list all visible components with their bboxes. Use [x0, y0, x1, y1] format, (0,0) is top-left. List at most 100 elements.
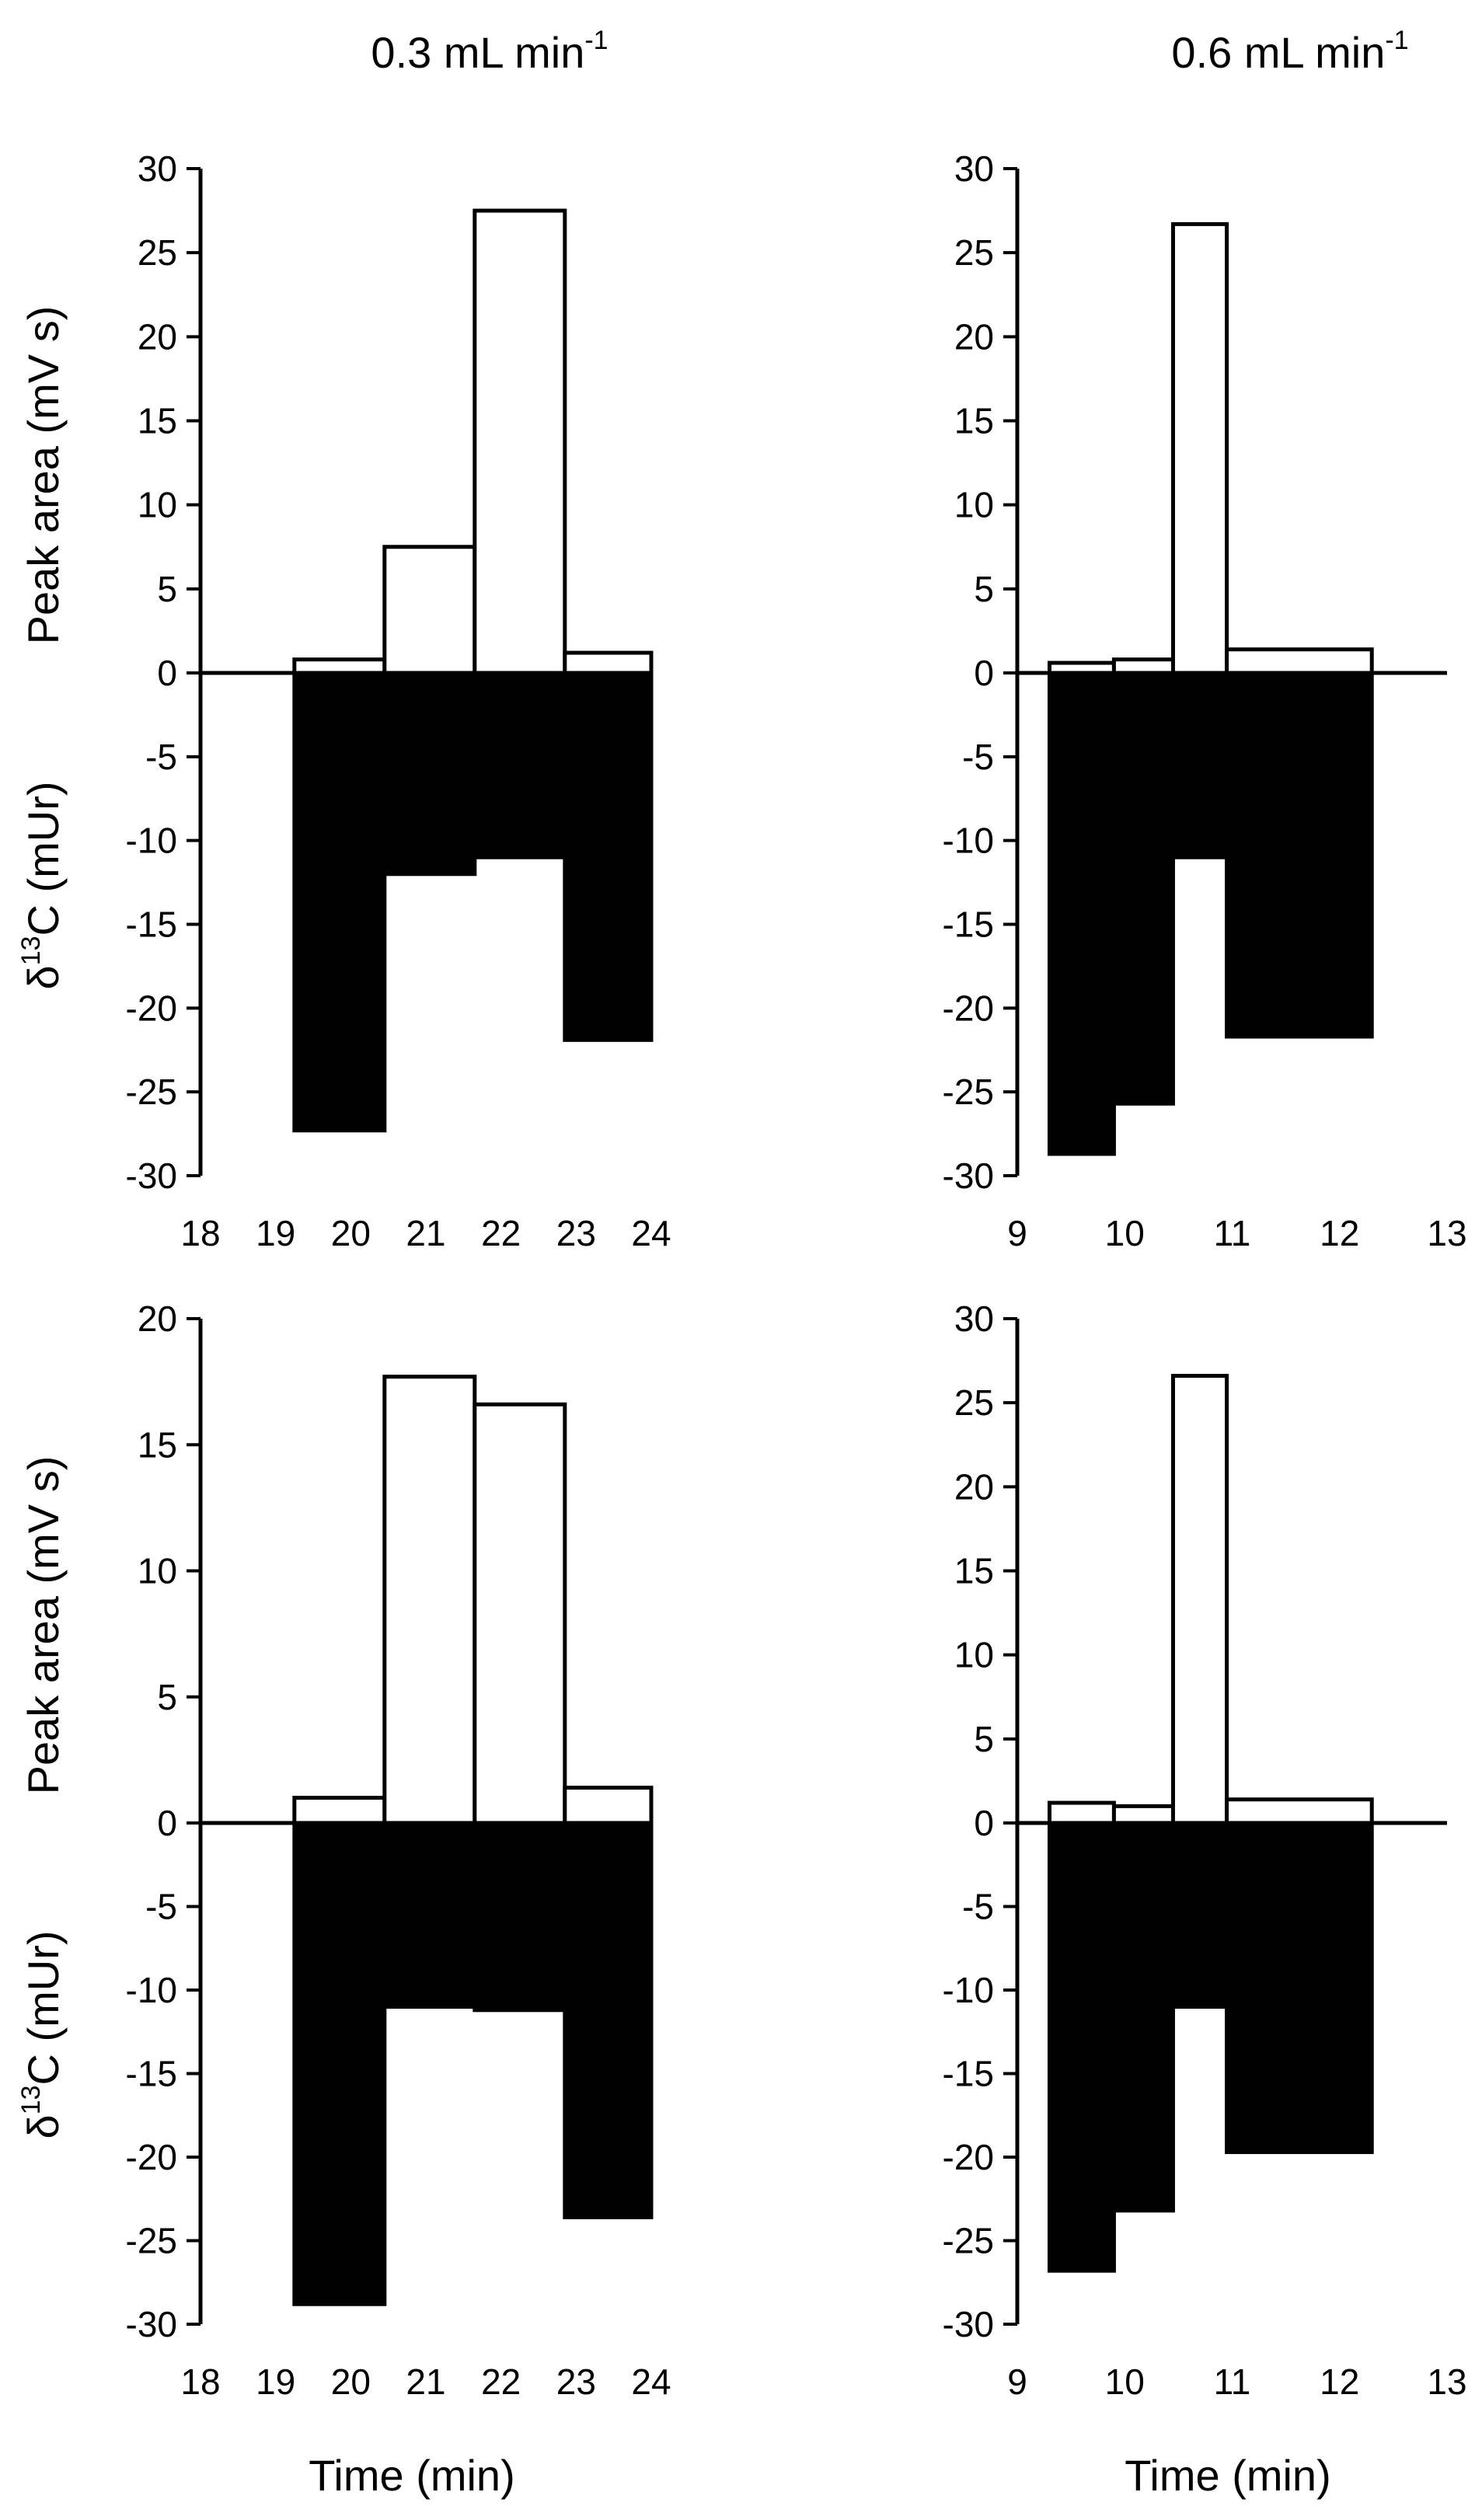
delta13c-bar	[563, 671, 654, 1042]
x-tick-label: 19	[256, 2361, 295, 2402]
column-title-right-sup: -1	[1385, 26, 1408, 55]
isotope-superscript: 13	[16, 2086, 46, 2115]
peak-area-bar	[292, 657, 387, 675]
x-tick-label: 13	[1427, 2361, 1466, 2402]
peak-area-bar	[1170, 221, 1229, 675]
y-tick-label: -20	[126, 2137, 177, 2177]
y-tick-label: 10	[954, 1635, 994, 1675]
y-tick-label: -10	[943, 821, 994, 861]
x-tick-label: 20	[331, 2361, 371, 2402]
y-tick-label: -15	[943, 904, 994, 945]
y-tick-label: 5	[157, 569, 177, 609]
y-tick-label: 0	[157, 653, 177, 693]
y-tick-label: 15	[954, 1551, 994, 1591]
x-tick-label: 10	[1105, 1213, 1145, 1253]
y-tick-label: 15	[138, 1424, 177, 1465]
y-tick-label: -10	[126, 1970, 177, 2010]
delta13c-bar	[382, 671, 477, 877]
peak-area-bar	[382, 1375, 477, 1825]
y-tick-label: -30	[943, 2304, 994, 2344]
column-title-left-text: 0.3 mL min	[371, 28, 584, 77]
y-tick-label: -10	[126, 821, 177, 861]
x-tick-label: 18	[180, 2361, 220, 2402]
x-tick-label: 9	[1007, 1213, 1027, 1253]
y-tick-label: 25	[138, 232, 177, 273]
chart-panel-4: 30 25 20 15 10 5 0 -5 -10 -15 -20 -25 -30 9 10 11 12 13	[943, 1298, 1467, 2402]
y-tick-label: 25	[954, 232, 994, 273]
x-tick-label: 11	[1214, 1213, 1251, 1253]
y-tick-label: 10	[954, 485, 994, 525]
y-tick-label: 15	[954, 401, 994, 441]
y-tick-label: 20	[138, 316, 177, 357]
chart-panel-2: 30 25 20 15 10 5 0 -5 -10 -15 -20 -25 -30 9 10 11 12 13	[943, 148, 1467, 1253]
x-tick-label: 22	[481, 1213, 521, 1253]
x-tick-label: 24	[631, 1213, 671, 1253]
y-tick-label: -25	[126, 2221, 177, 2261]
delta13c-bar	[1111, 1821, 1175, 2213]
delta13c-bar	[1170, 671, 1229, 859]
y-tick-label: -30	[126, 2304, 177, 2344]
peak-area-bar	[563, 650, 654, 675]
peak-area-bar	[1225, 1797, 1374, 1825]
y-tick-label: -5	[145, 1887, 177, 1927]
delta-unit-text: C (mUr)	[19, 781, 68, 936]
delta13c-bar	[1111, 671, 1175, 1106]
delta13c-bar	[292, 671, 387, 1133]
column-title-left-sup: -1	[584, 26, 608, 55]
column-title-right: 0.6 mL min-1	[1171, 26, 1408, 77]
y-tick-label: 5	[974, 1719, 994, 1759]
x-tick-label: 11	[1214, 2361, 1251, 2402]
x-tick-label: 12	[1320, 2361, 1359, 2402]
peak-area-bar	[1225, 647, 1374, 675]
y-axis-title-peak-area: Peak area (mV s)	[19, 1456, 68, 1795]
isotope-superscript: 13	[16, 936, 46, 966]
delta-symbol: δ	[19, 965, 68, 989]
peak-area-bar	[1111, 1804, 1175, 1825]
y-tick-label: 10	[138, 485, 177, 525]
y-tick-label: -20	[126, 988, 177, 1028]
peak-area-bar	[472, 208, 567, 675]
y-tick-label: -30	[126, 1155, 177, 1196]
x-tick-label: 10	[1105, 2361, 1145, 2402]
delta13c-bar	[292, 1821, 387, 2306]
y-tick-label: 15	[138, 401, 177, 441]
y-tick-label: 5	[157, 1677, 177, 1717]
y-tick-label: -10	[943, 1970, 994, 2010]
delta13c-bar	[1047, 1821, 1116, 2273]
y-tick-label: 5	[974, 569, 994, 609]
y-tick-label: 30	[954, 1298, 994, 1339]
y-tick-label: 30	[138, 148, 177, 189]
x-tick-label: 12	[1320, 1213, 1359, 1253]
x-tick-label: 19	[256, 1213, 295, 1253]
y-tick-label: -25	[943, 2221, 994, 2261]
x-tick-label: 21	[406, 1213, 445, 1253]
x-tick-label: 23	[556, 2361, 596, 2402]
peak-area-bar	[1047, 1800, 1116, 1825]
delta13c-bar	[563, 1821, 654, 2219]
y-axis-title-delta13c: δ13C (mUr)	[16, 781, 68, 989]
delta13c-bar	[382, 1821, 477, 2009]
y-tick-label: -5	[962, 737, 994, 777]
column-title-right-text: 0.6 mL min	[1171, 28, 1385, 77]
x-tick-label: 13	[1427, 1213, 1466, 1253]
peak-area-bar	[1170, 1374, 1229, 1825]
y-axis-title-delta13c: δ13C (mUr)	[16, 1930, 68, 2138]
y-tick-label: 20	[138, 1298, 177, 1339]
delta13c-bar	[1170, 1821, 1229, 2009]
x-axis-title-left: Time (min)	[309, 2451, 514, 2500]
x-tick-label: 20	[331, 1213, 371, 1253]
delta13c-bar	[1047, 671, 1116, 1156]
peak-area-bar	[472, 1402, 567, 1825]
x-tick-label: 21	[406, 2361, 445, 2402]
peak-area-bar	[563, 1786, 654, 1825]
y-tick-label: 20	[954, 316, 994, 357]
x-tick-label: 22	[481, 2361, 521, 2402]
x-tick-label: 18	[180, 1213, 220, 1253]
y-tick-label: -15	[126, 2054, 177, 2094]
delta-symbol: δ	[19, 2114, 68, 2138]
y-tick-label: -15	[943, 2054, 994, 2094]
